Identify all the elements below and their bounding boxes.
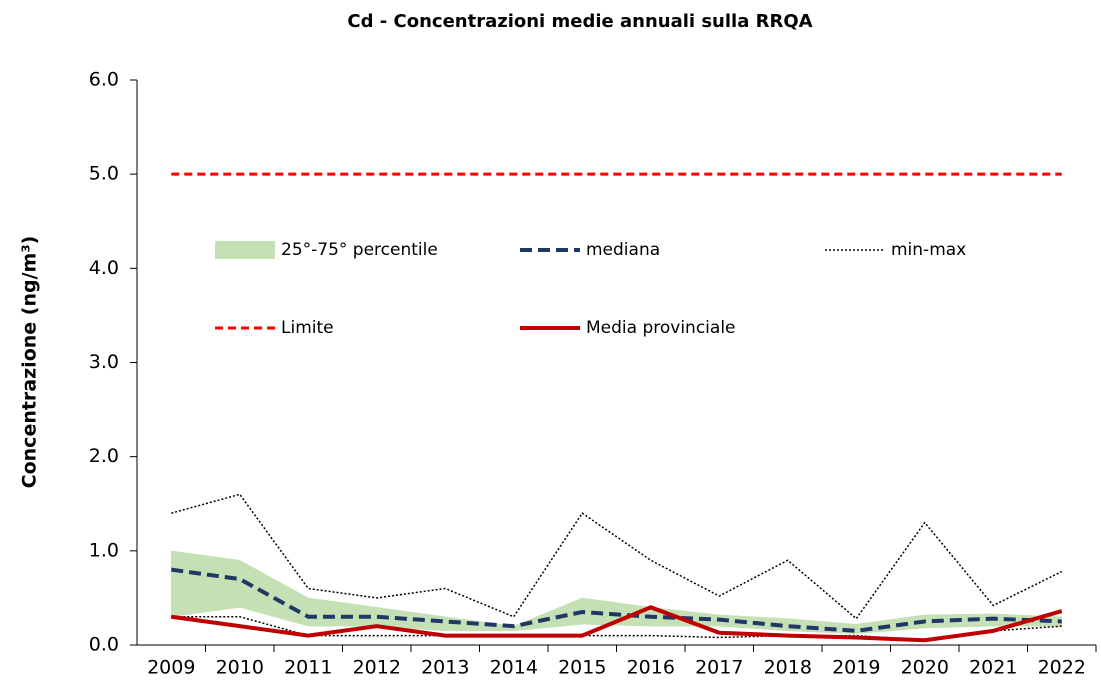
x-tick-label: 2020 [901,657,949,679]
x-tick-label: 2022 [1038,657,1086,679]
percentile-band [239,559,309,627]
mean-line [170,605,1063,643]
max-line [171,493,1063,620]
y-axis-label: Concentrazione (ng/m³) [19,236,41,489]
x-tick-label: 2018 [764,657,812,679]
x-tick-label: 2017 [695,657,743,679]
legend-label: mediana [586,240,660,260]
x-tick-label: 2010 [216,657,264,679]
legend-label: Limite [281,318,334,338]
y-tick-label: 6.0 [89,69,119,91]
median-line [170,567,1062,633]
x-tick-label: 2019 [832,657,880,679]
x-tick-label: 2013 [421,657,469,679]
y-tick-label: 5.0 [89,163,119,185]
x-tick-label: 2015 [558,657,606,679]
percentile-band [171,550,240,618]
x-tick-label: 2012 [353,657,401,679]
x-tick-label: 2011 [284,657,332,679]
x-tick-label: 2014 [490,657,538,679]
legend-label: 25°-75° percentile [281,240,438,260]
chart-title: Cd - Concentrazioni medie annuali sulla … [347,11,812,32]
y-tick-label: 4.0 [89,257,119,279]
y-tick-label: 3.0 [89,351,119,373]
y-tick-label: 0.0 [89,634,119,656]
legend-label: Media provinciale [586,318,736,338]
y-tick-label: 2.0 [89,445,119,467]
legend-swatch [215,241,275,259]
x-tick-label: 2021 [969,657,1017,679]
legend-label: min-max [891,240,966,260]
percentile-band [308,597,377,627]
y-tick-label: 1.0 [89,539,119,561]
x-tick-label: 2009 [147,657,195,679]
x-tick-label: 2016 [627,657,675,679]
